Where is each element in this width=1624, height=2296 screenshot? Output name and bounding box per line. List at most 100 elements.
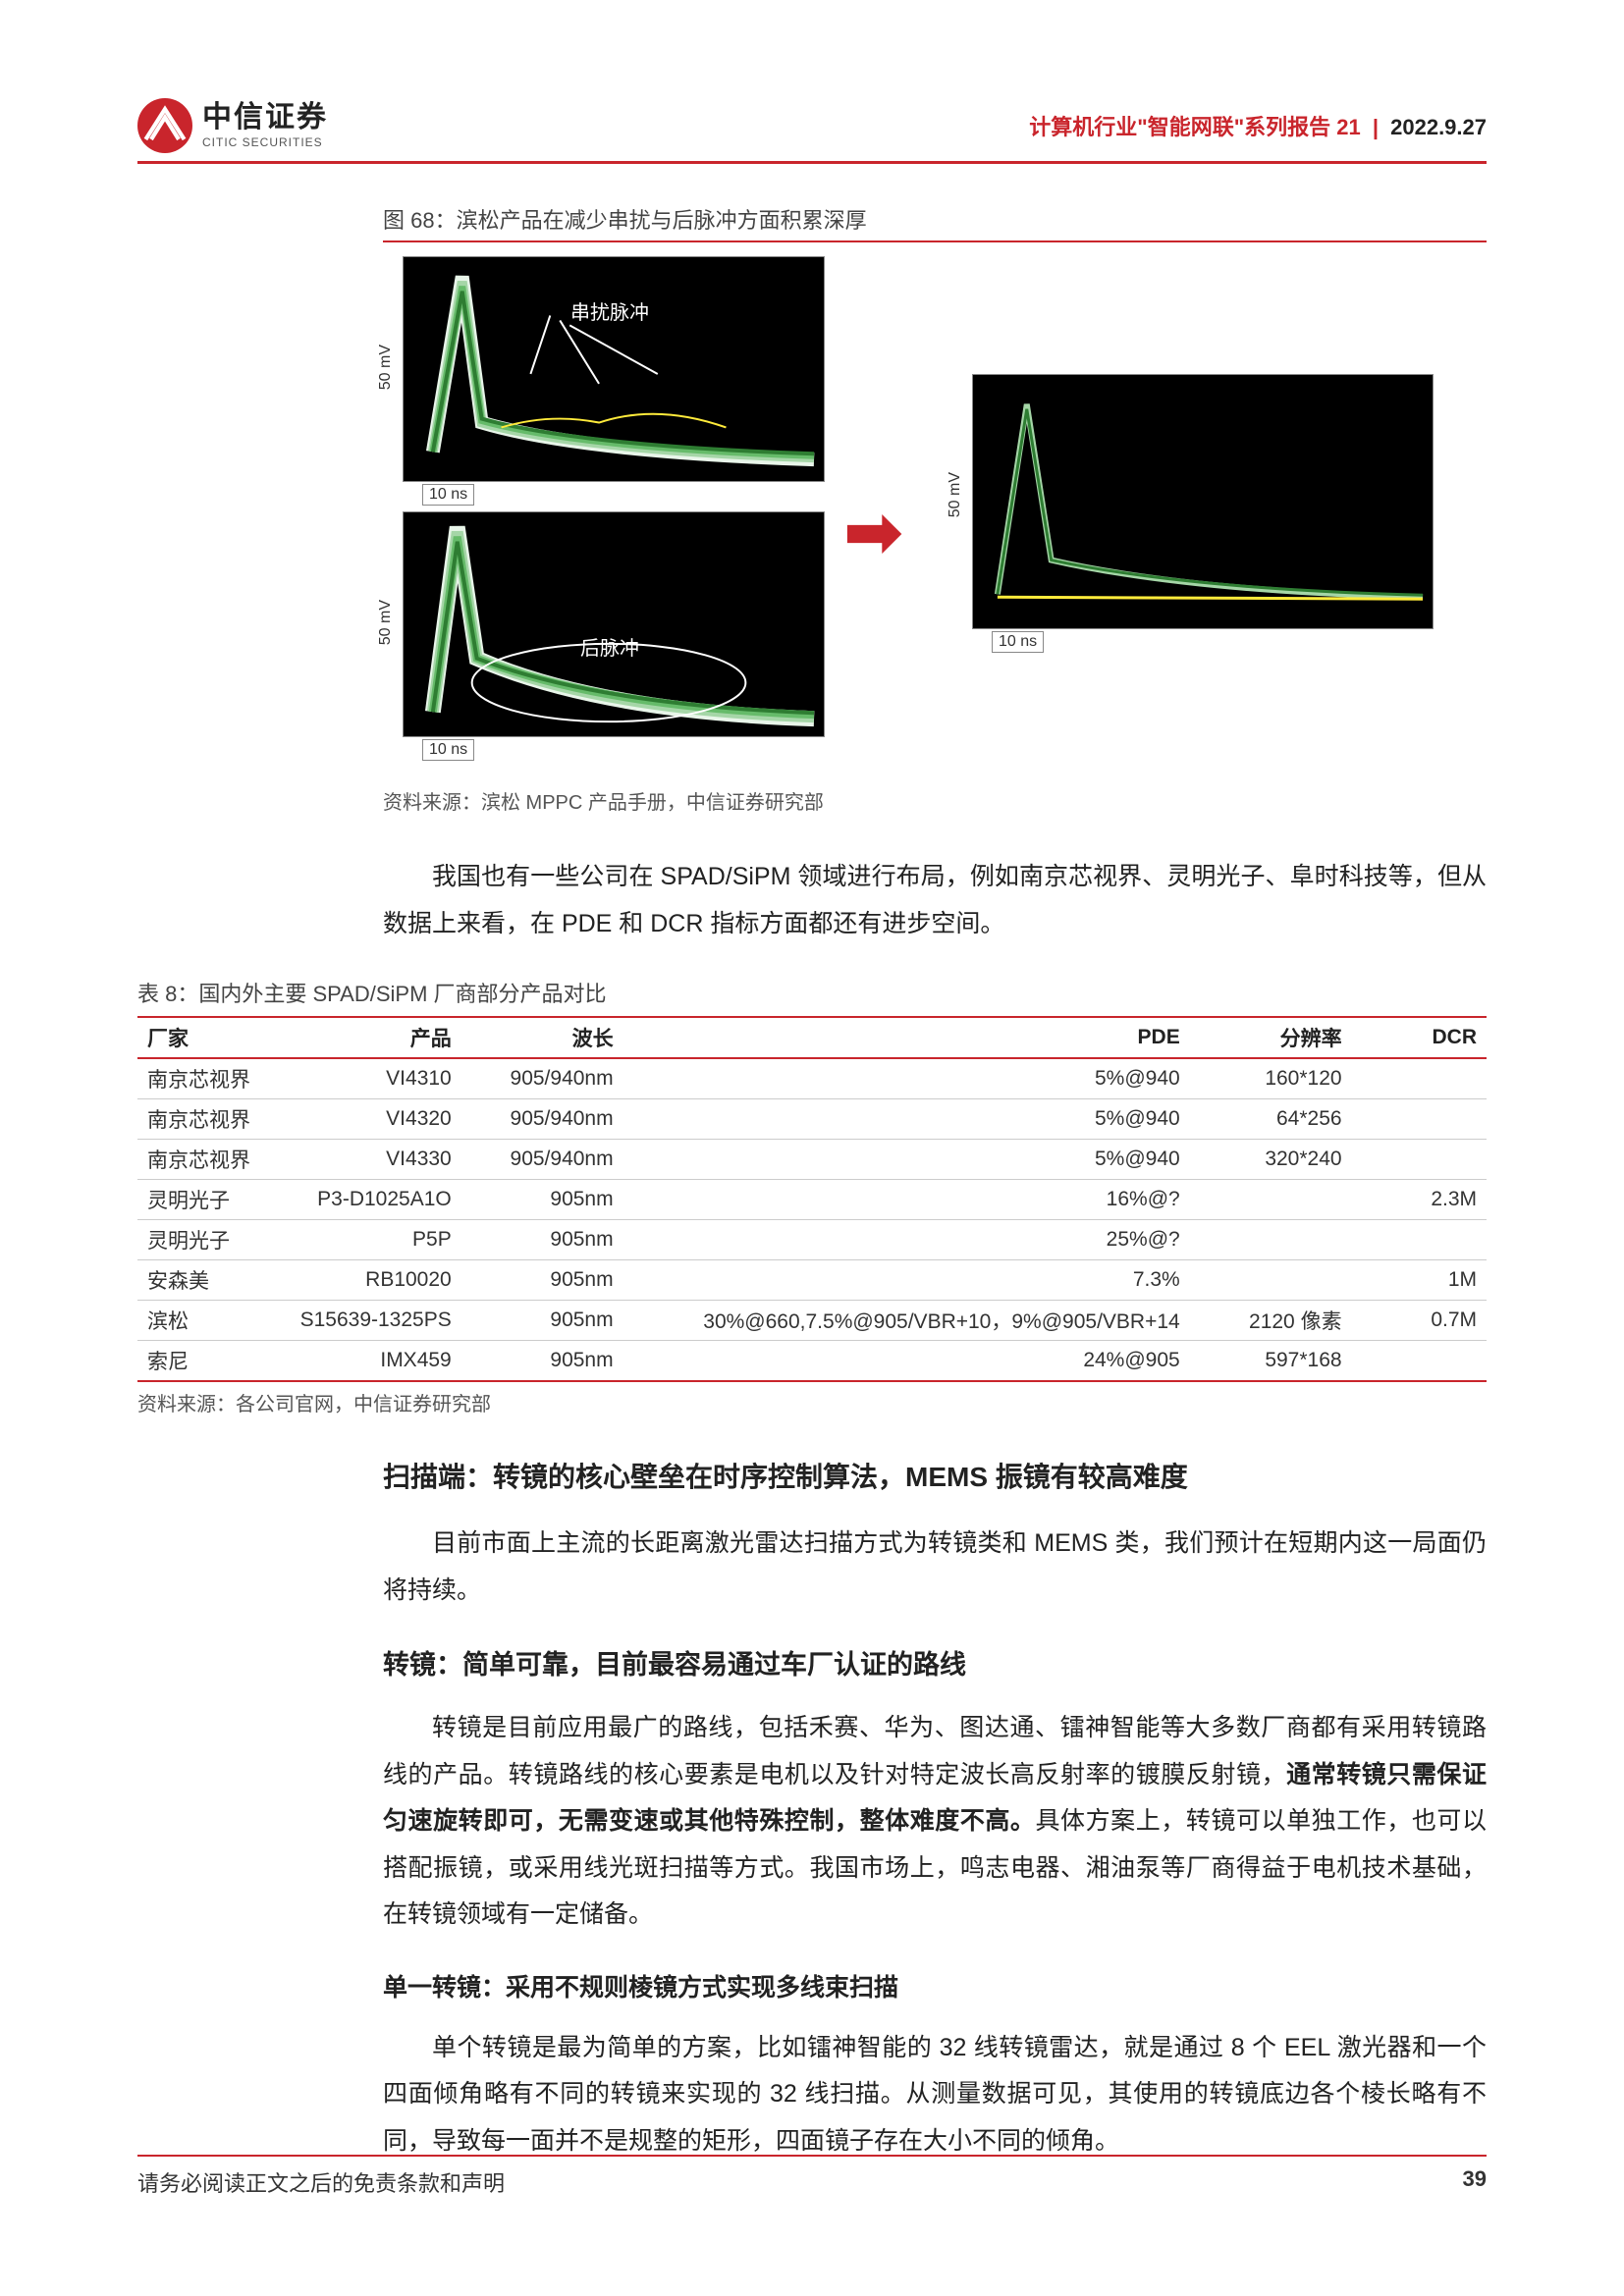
- table-cell: [1352, 1099, 1487, 1140]
- table-8: 厂家 产品 波长 PDE 分辨率 DCR 南京芯视界VI4310905/940n…: [137, 1016, 1487, 1382]
- table-cell: 灵明光子: [137, 1220, 286, 1260]
- table-8-source: 资料来源：各公司官网，中信证券研究部: [137, 1388, 1487, 1416]
- table-cell: 灵明光子: [137, 1180, 286, 1220]
- header-rule: [137, 161, 1487, 164]
- table-row: 灵明光子P3-D1025A1O905nm16%@? 2.3M: [137, 1180, 1487, 1220]
- table-cell: 905/940nm: [461, 1099, 623, 1140]
- th-pde: PDE: [623, 1017, 1190, 1058]
- company-logo: 中信证券 CITIC SECURITIES: [137, 98, 328, 153]
- table-cell: [1190, 1260, 1352, 1301]
- table-header-row: 厂家 产品 波长 PDE 分辨率 DCR: [137, 1017, 1487, 1058]
- chart-r-xaxis: 10 ns: [992, 631, 1044, 653]
- paragraph-3: 转镜是目前应用最广的路线，包括禾赛、华为、图达通、镭神智能等大多数厂商都有采用转…: [383, 1705, 1487, 1939]
- table-row: 南京芯视界VI4320905/940nm5%@94064*256: [137, 1099, 1487, 1140]
- heading-scanning: 扫描端：转镜的核心壁垒在时序控制算法，MEMS 振镜有较高难度: [383, 1456, 1487, 1495]
- table-cell: 30%@660,7.5%@905/VBR+10，9%@905/VBR+14: [623, 1301, 1190, 1341]
- logo-cn-text: 中信证券: [202, 103, 328, 133]
- table-cell: [1190, 1180, 1352, 1220]
- table-cell: [1190, 1220, 1352, 1260]
- table-cell: [1352, 1341, 1487, 1382]
- table-8-caption: 表 8：国内外主要 SPAD/SiPM 厂商部分产品对比: [137, 977, 1487, 1012]
- table-cell: 905nm: [461, 1341, 623, 1382]
- paragraph-4: 单个转镜是最为简单的方案，比如镭神智能的 32 线转镜雷达，就是通过 8 个 E…: [383, 2025, 1487, 2165]
- header-title: 计算机行业"智能网联"系列报告 21 | 2022.9.27: [1029, 110, 1487, 141]
- table-cell: 905/940nm: [461, 1058, 623, 1099]
- table-cell: 16%@?: [623, 1180, 1190, 1220]
- table-cell: 7.3%: [623, 1260, 1190, 1301]
- logo-en-text: CITIC SECURITIES: [202, 136, 328, 148]
- table-row: 滨松S15639-1325PS905nm30%@660,7.5%@905/VBR…: [137, 1301, 1487, 1341]
- table-cell: 5%@940: [623, 1140, 1190, 1180]
- report-series-title: 计算机行业"智能网联"系列报告 21: [1029, 115, 1360, 139]
- table-cell: P3-D1025A1O: [286, 1180, 461, 1220]
- heading-mirror: 转镜：简单可靠，目前最容易通过车厂认证的路线: [383, 1643, 1487, 1682]
- figure-68-source: 资料来源：滨松 MPPC 产品手册，中信证券研究部: [383, 786, 1487, 815]
- chart-bottom-left: 后脉冲: [403, 511, 825, 737]
- table-cell: 索尼: [137, 1341, 286, 1382]
- table-cell: [1352, 1058, 1487, 1099]
- table-row: 灵明光子P5P905nm25%@?: [137, 1220, 1487, 1260]
- report-header: 中信证券 CITIC SECURITIES 计算机行业"智能网联"系列报告 21…: [137, 98, 1487, 153]
- paragraph-2: 目前市面上主流的长距离激光雷达扫描方式为转镜类和 MEMS 类，我们预计在短期内…: [383, 1521, 1487, 1614]
- chart-bl-yaxis: 50 mV: [377, 600, 395, 645]
- table-cell: 160*120: [1190, 1058, 1352, 1099]
- chart-right: [972, 374, 1434, 629]
- table-cell: VI4330: [286, 1140, 461, 1180]
- table-cell: 2.3M: [1352, 1180, 1487, 1220]
- table-row: 索尼IMX459905nm24%@905597*168: [137, 1341, 1487, 1382]
- table-cell: S15639-1325PS: [286, 1301, 461, 1341]
- th-product: 产品: [286, 1017, 461, 1058]
- page-footer: 请务必阅读正文之后的免责条款和声明 39: [137, 2155, 1487, 2198]
- table-cell: 南京芯视界: [137, 1058, 286, 1099]
- table-cell: 64*256: [1190, 1099, 1352, 1140]
- chart-tl-xaxis: 10 ns: [422, 484, 474, 506]
- table-cell: 905nm: [461, 1180, 623, 1220]
- table-row: 安森美RB10020905nm7.3% 1M: [137, 1260, 1487, 1301]
- th-wavelength: 波长: [461, 1017, 623, 1058]
- table-cell: 0.7M: [1352, 1301, 1487, 1341]
- table-cell: 905nm: [461, 1220, 623, 1260]
- table-cell: IMX459: [286, 1341, 461, 1382]
- table-cell: 320*240: [1190, 1140, 1352, 1180]
- table-cell: P5P: [286, 1220, 461, 1260]
- page-number: 39: [1463, 2166, 1487, 2198]
- logo-mark-icon: [137, 98, 192, 153]
- table-cell: 1M: [1352, 1260, 1487, 1301]
- table-cell: 5%@940: [623, 1099, 1190, 1140]
- table-cell: RB10020: [286, 1260, 461, 1301]
- table-cell: 滨松: [137, 1301, 286, 1341]
- table-cell: 5%@940: [623, 1058, 1190, 1099]
- table-row: 南京芯视界VI4330905/940nm5%@940320*240: [137, 1140, 1487, 1180]
- report-date: 2022.9.27: [1390, 115, 1487, 139]
- paragraph-1: 我国也有一些公司在 SPAD/SiPM 领域进行布局，例如南京芯视界、灵明光子、…: [383, 854, 1487, 947]
- table-cell: 南京芯视界: [137, 1099, 286, 1140]
- table-cell: 597*168: [1190, 1341, 1352, 1382]
- table-cell: [1352, 1140, 1487, 1180]
- table-row: 南京芯视界VI4310905/940nm5%@940160*120: [137, 1058, 1487, 1099]
- table-cell: 905/940nm: [461, 1140, 623, 1180]
- chart-anno-afterpulse: 后脉冲: [580, 632, 639, 661]
- table-cell: VI4310: [286, 1058, 461, 1099]
- chart-tl-yaxis: 50 mV: [377, 345, 395, 390]
- th-dcr: DCR: [1352, 1017, 1487, 1058]
- table-cell: 24%@905: [623, 1341, 1190, 1382]
- figure-68-area: 50 mV 串扰脉冲 10 ns 50 mV: [383, 256, 1487, 767]
- th-resolution: 分辨率: [1190, 1017, 1352, 1058]
- heading-single-mirror: 单一转镜：采用不规则棱镜方式实现多线束扫描: [383, 1968, 1487, 2003]
- chart-top-left: 串扰脉冲: [403, 256, 825, 482]
- chart-bl-xaxis: 10 ns: [422, 739, 474, 761]
- table-cell: [1352, 1220, 1487, 1260]
- table-cell: 25%@?: [623, 1220, 1190, 1260]
- table-cell: 安森美: [137, 1260, 286, 1301]
- figure-68-caption: 图 68：滨松产品在减少串扰与后脉冲方面积累深厚: [383, 203, 1487, 242]
- table-cell: 905nm: [461, 1260, 623, 1301]
- chart-r-yaxis: 50 mV: [947, 472, 964, 517]
- table-cell: 2120 像素: [1190, 1301, 1352, 1341]
- table-cell: 905nm: [461, 1301, 623, 1341]
- chart-anno-crosstalk: 串扰脉冲: [570, 296, 649, 325]
- table-cell: 南京芯视界: [137, 1140, 286, 1180]
- arrow-icon: ➡: [844, 492, 902, 572]
- table-cell: VI4320: [286, 1099, 461, 1140]
- th-vendor: 厂家: [137, 1017, 286, 1058]
- footer-disclaimer: 请务必阅读正文之后的免责条款和声明: [137, 2166, 505, 2198]
